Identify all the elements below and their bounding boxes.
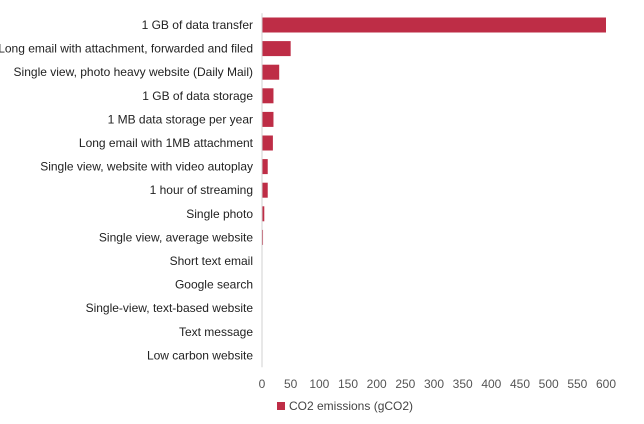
category-label: 1 GB of data storage (142, 89, 253, 103)
category-label: Text message (179, 325, 253, 339)
bar (262, 135, 273, 151)
x-tick-label: 600 (596, 377, 616, 391)
x-tick-label: 200 (367, 377, 387, 391)
x-tick-label: 450 (510, 377, 530, 391)
bar (262, 206, 265, 222)
x-tick-label: 0 (259, 377, 266, 391)
legend-swatch (277, 402, 285, 410)
bar (262, 17, 606, 33)
category-label: 1 MB data storage per year (108, 112, 253, 126)
bar (262, 229, 264, 245)
x-tick-label: 500 (539, 377, 559, 391)
x-tick-label: 300 (424, 377, 444, 391)
bar (262, 182, 268, 198)
bar (262, 111, 274, 127)
legend: CO2 emissions (gCO2) (277, 399, 413, 413)
category-label: Long email with attachment, forwarded an… (0, 42, 253, 56)
x-tick-label: 50 (284, 377, 298, 391)
bar (262, 159, 268, 175)
bar (262, 88, 274, 104)
legend-label: CO2 emissions (gCO2) (289, 399, 413, 413)
x-tick-label: 350 (453, 377, 473, 391)
category-label: Single-view, text-based website (86, 301, 254, 315)
bars-layer (262, 17, 606, 363)
bar (262, 41, 291, 57)
category-label: Single view, website with video autoplay (40, 160, 253, 174)
category-label: 1 hour of streaming (150, 183, 253, 197)
x-tick-label: 100 (309, 377, 329, 391)
bar (262, 64, 280, 80)
category-label: Single view, average website (99, 230, 253, 244)
x-axis-ticks: 0 50 100 150 200 250 300 350 400 450 500 550 600 (259, 377, 617, 391)
x-tick-label: 150 (338, 377, 358, 391)
category-label: Single view, photo heavy website (Daily … (14, 65, 253, 79)
x-tick-label: 400 (481, 377, 501, 391)
category-label: Single photo (186, 207, 253, 221)
category-label: Long email with 1MB attachment (79, 136, 254, 150)
category-label: Low carbon website (147, 348, 253, 362)
category-label: 1 GB of data transfer (142, 18, 253, 32)
x-tick-label: 550 (567, 377, 587, 391)
category-labels: 1 GB of data transfer Long email with att… (0, 18, 254, 362)
category-label: Short text email (170, 254, 253, 268)
x-tick-label: 250 (395, 377, 415, 391)
category-label: Google search (175, 278, 253, 292)
